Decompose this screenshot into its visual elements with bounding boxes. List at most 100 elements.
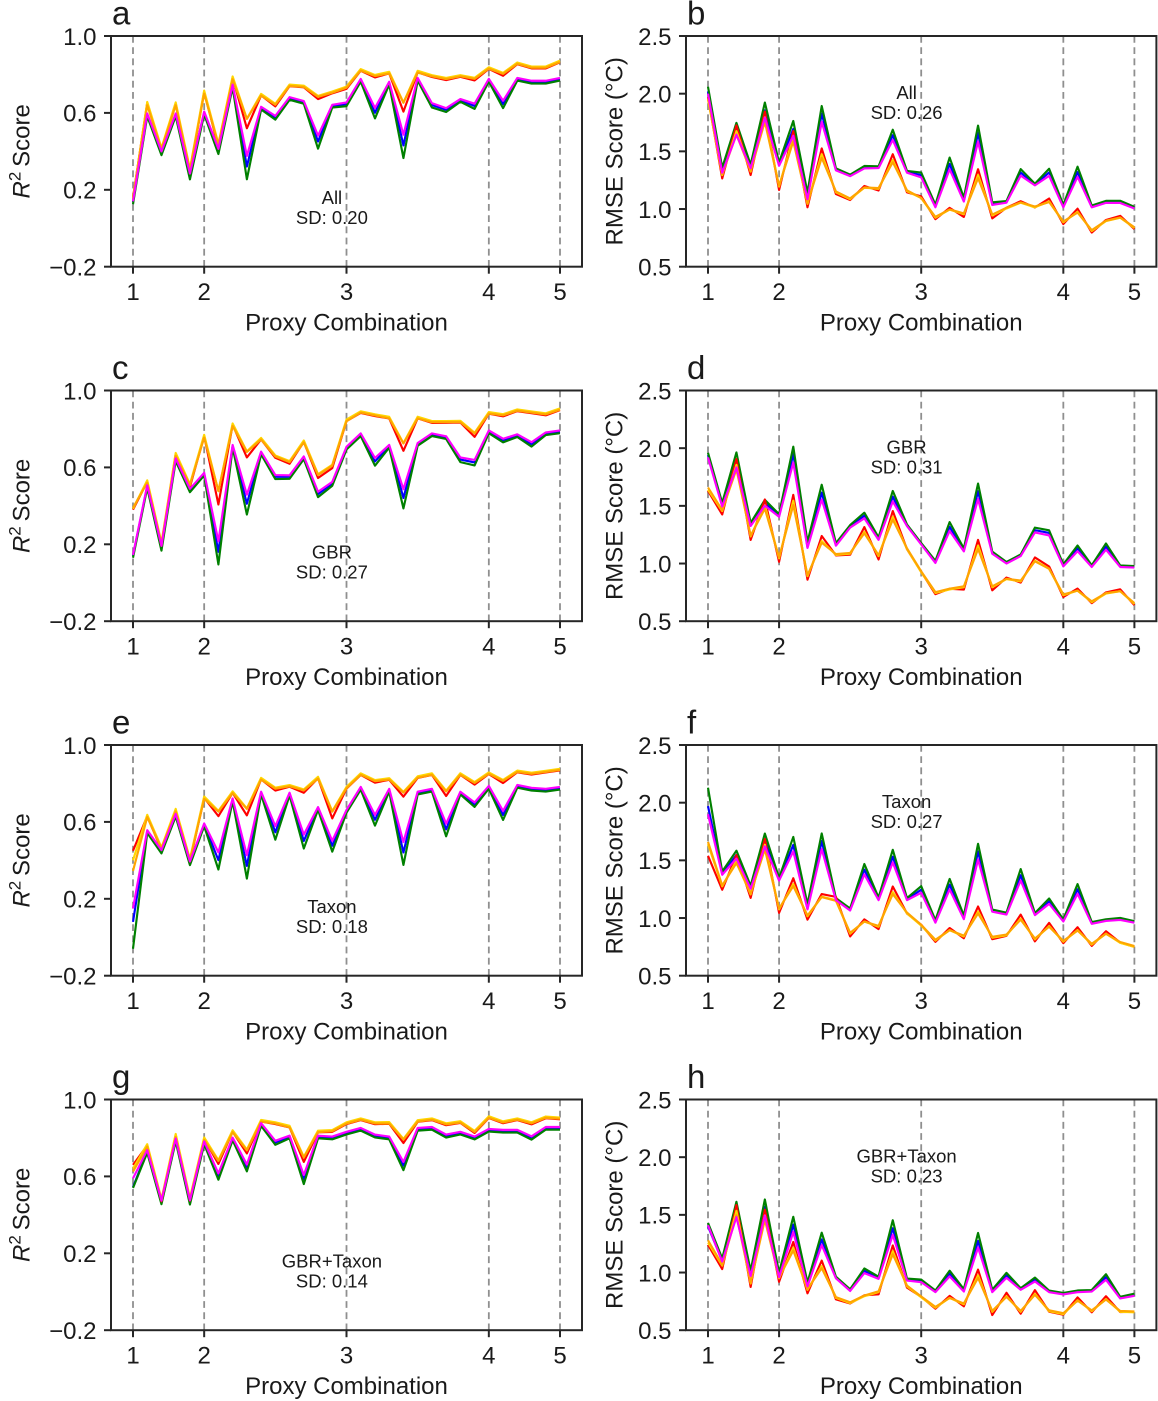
svg-text:c: c bbox=[112, 349, 129, 386]
svg-text:0.2: 0.2 bbox=[63, 887, 96, 914]
svg-text:GBR: GBR bbox=[312, 542, 352, 563]
svg-text:4: 4 bbox=[482, 988, 495, 1015]
svg-text:5: 5 bbox=[1128, 1343, 1141, 1370]
svg-text:3: 3 bbox=[915, 1343, 928, 1370]
svg-text:0.5: 0.5 bbox=[638, 1318, 671, 1345]
svg-text:Proxy Combination: Proxy Combination bbox=[820, 664, 1023, 691]
svg-text:2.0: 2.0 bbox=[638, 790, 671, 817]
svg-text:2: 2 bbox=[772, 988, 785, 1015]
svg-text:SD: 0.27: SD: 0.27 bbox=[871, 811, 943, 832]
svg-text:1.0: 1.0 bbox=[63, 1087, 96, 1114]
svg-text:3: 3 bbox=[340, 279, 353, 306]
svg-text:Taxon: Taxon bbox=[882, 791, 931, 812]
svg-text:GBR+Taxon: GBR+Taxon bbox=[282, 1251, 382, 1272]
svg-text:All: All bbox=[322, 187, 343, 208]
svg-text:2: 2 bbox=[197, 634, 210, 661]
svg-text:0.2: 0.2 bbox=[63, 1241, 96, 1268]
svg-text:Proxy Combination: Proxy Combination bbox=[245, 1373, 448, 1400]
svg-text:1.0: 1.0 bbox=[63, 733, 96, 760]
svg-text:0.6: 0.6 bbox=[63, 101, 96, 128]
svg-text:4: 4 bbox=[1057, 1343, 1070, 1370]
svg-text:1: 1 bbox=[701, 279, 714, 306]
svg-text:1: 1 bbox=[126, 634, 139, 661]
svg-text:3: 3 bbox=[340, 988, 353, 1015]
svg-text:4: 4 bbox=[482, 1343, 495, 1370]
svg-text:2: 2 bbox=[772, 634, 785, 661]
svg-text:5: 5 bbox=[553, 1343, 566, 1370]
svg-text:SD: 0.14: SD: 0.14 bbox=[296, 1271, 368, 1292]
svg-text:b: b bbox=[687, 0, 705, 32]
svg-text:4: 4 bbox=[482, 634, 495, 661]
svg-text:−0.2: −0.2 bbox=[49, 964, 96, 991]
svg-text:3: 3 bbox=[915, 988, 928, 1015]
svg-text:1.5: 1.5 bbox=[638, 139, 671, 166]
svg-text:SD: 0.23: SD: 0.23 bbox=[871, 1166, 943, 1187]
svg-text:−0.2: −0.2 bbox=[49, 609, 96, 636]
svg-text:2: 2 bbox=[197, 279, 210, 306]
svg-text:2: 2 bbox=[197, 988, 210, 1015]
svg-text:1.5: 1.5 bbox=[638, 1203, 671, 1230]
svg-text:1.0: 1.0 bbox=[638, 197, 671, 224]
svg-text:1.0: 1.0 bbox=[638, 906, 671, 933]
svg-text:2: 2 bbox=[772, 279, 785, 306]
svg-text:3: 3 bbox=[915, 634, 928, 661]
svg-text:SD: 0.31: SD: 0.31 bbox=[871, 457, 943, 478]
svg-text:Proxy Combination: Proxy Combination bbox=[820, 309, 1023, 336]
svg-text:−0.2: −0.2 bbox=[49, 1318, 96, 1345]
svg-text:1.0: 1.0 bbox=[63, 24, 96, 51]
svg-text:0.5: 0.5 bbox=[638, 609, 671, 636]
svg-text:5: 5 bbox=[1128, 279, 1141, 306]
svg-text:0.6: 0.6 bbox=[63, 810, 96, 837]
svg-text:1.5: 1.5 bbox=[638, 494, 671, 521]
svg-text:a: a bbox=[112, 0, 131, 32]
svg-text:1.0: 1.0 bbox=[63, 378, 96, 405]
svg-text:1: 1 bbox=[126, 1343, 139, 1370]
svg-text:Proxy Combination: Proxy Combination bbox=[820, 1018, 1023, 1045]
svg-text:5: 5 bbox=[1128, 634, 1141, 661]
svg-text:0.2: 0.2 bbox=[63, 178, 96, 205]
svg-text:0.5: 0.5 bbox=[638, 964, 671, 991]
svg-text:2: 2 bbox=[197, 1343, 210, 1370]
svg-text:1: 1 bbox=[701, 634, 714, 661]
svg-text:2.5: 2.5 bbox=[638, 24, 671, 51]
svg-text:h: h bbox=[687, 1058, 705, 1095]
svg-text:Proxy Combination: Proxy Combination bbox=[245, 664, 448, 691]
svg-text:R2 Score: R2 Score bbox=[6, 813, 36, 907]
svg-text:RMSE Score (°C): RMSE Score (°C) bbox=[602, 1121, 629, 1309]
svg-text:4: 4 bbox=[1057, 279, 1070, 306]
svg-text:4: 4 bbox=[1057, 634, 1070, 661]
svg-text:2.0: 2.0 bbox=[638, 81, 671, 108]
svg-text:R2 Score: R2 Score bbox=[6, 104, 36, 198]
svg-text:0.2: 0.2 bbox=[63, 532, 96, 559]
svg-text:GBR+Taxon: GBR+Taxon bbox=[856, 1146, 956, 1167]
svg-text:2.0: 2.0 bbox=[638, 1145, 671, 1172]
svg-text:SD: 0.27: SD: 0.27 bbox=[296, 562, 368, 583]
svg-text:f: f bbox=[687, 704, 697, 741]
svg-text:RMSE Score (°C): RMSE Score (°C) bbox=[602, 57, 629, 245]
svg-text:1: 1 bbox=[126, 988, 139, 1015]
svg-text:1.0: 1.0 bbox=[638, 551, 671, 578]
svg-text:RMSE Score (°C): RMSE Score (°C) bbox=[602, 766, 629, 954]
svg-text:Proxy Combination: Proxy Combination bbox=[245, 309, 448, 336]
svg-text:0.6: 0.6 bbox=[63, 455, 96, 482]
svg-text:2.0: 2.0 bbox=[638, 436, 671, 463]
svg-text:R2 Score: R2 Score bbox=[6, 1168, 36, 1262]
svg-text:5: 5 bbox=[553, 279, 566, 306]
svg-text:d: d bbox=[687, 349, 705, 386]
svg-text:0.5: 0.5 bbox=[638, 255, 671, 282]
svg-text:2.5: 2.5 bbox=[638, 1087, 671, 1114]
svg-text:4: 4 bbox=[1057, 988, 1070, 1015]
svg-text:3: 3 bbox=[340, 634, 353, 661]
svg-text:R2 Score: R2 Score bbox=[6, 459, 36, 553]
svg-text:3: 3 bbox=[915, 279, 928, 306]
svg-text:0.6: 0.6 bbox=[63, 1164, 96, 1191]
svg-text:4: 4 bbox=[482, 279, 495, 306]
svg-text:1: 1 bbox=[701, 1343, 714, 1370]
svg-text:g: g bbox=[112, 1058, 130, 1095]
svg-text:SD: 0.20: SD: 0.20 bbox=[296, 207, 368, 228]
svg-text:3: 3 bbox=[340, 1343, 353, 1370]
svg-text:Proxy Combination: Proxy Combination bbox=[820, 1373, 1023, 1400]
svg-text:SD: 0.26: SD: 0.26 bbox=[871, 102, 943, 123]
svg-text:Proxy Combination: Proxy Combination bbox=[245, 1018, 448, 1045]
svg-text:GBR: GBR bbox=[887, 437, 927, 458]
